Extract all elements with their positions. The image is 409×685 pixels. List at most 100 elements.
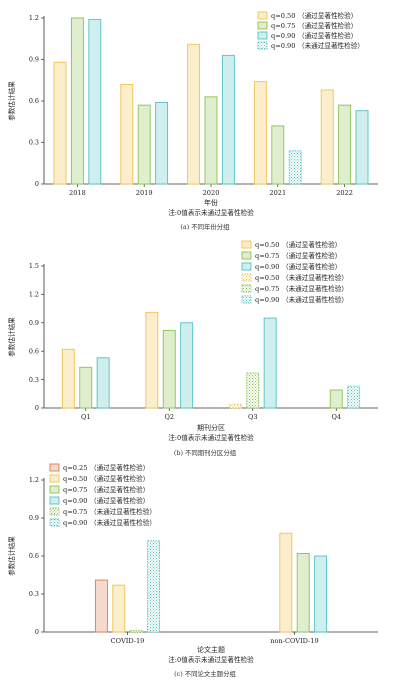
chart-a-bar (355, 110, 369, 185)
chart-b-legend-item-status-label: （通过显著性检验） (282, 262, 341, 271)
chart-c-legend-item-swatch (49, 518, 60, 527)
chart-a-y-tick-label: 0 (35, 180, 39, 188)
chart-b-x-tick-label: Q2 (164, 413, 174, 421)
chart-a-bar (120, 83, 134, 185)
chart-a-legend-item-swatch (257, 11, 268, 20)
chart-a-bar (155, 101, 169, 185)
chart-b-y-tick-label: 0 (35, 404, 39, 412)
chart-b-legend-item-q-label: q=0.75 (255, 285, 279, 293)
chart-b-bar (162, 329, 176, 409)
chart-a-bar (88, 18, 102, 185)
chart-b-bar (79, 366, 93, 409)
chart-b-bar (61, 348, 75, 409)
chart-c-caption: (c) 不同论文主题分组 (174, 669, 236, 678)
chart-b-note: 注:0值表示未通过显著性检验 (168, 433, 254, 442)
chart-c-y-tick-label: 0.3 (29, 590, 39, 598)
chart-a-bar (271, 125, 285, 185)
chart-c-y-tick-label: 0.6 (29, 552, 39, 560)
chart-c-x-tick-label: COVID-19 (111, 637, 145, 645)
chart-c-y-tick-label: 0.9 (29, 514, 39, 522)
chart-c-legend-item-q-label: q=0.25 (63, 464, 87, 472)
chart-a-note: 注:0值表示未通过显著性检验 (168, 208, 254, 217)
chart-a-y-tick-label: 1.2 (29, 14, 39, 22)
chart-c-bar (129, 630, 143, 633)
chart-b-y-axis-label: 参数估计结果 (7, 317, 16, 357)
chart-b-y-tick-label: 0.6 (29, 347, 39, 355)
chart-b-bar (329, 389, 343, 409)
chart-c-bar (279, 532, 293, 633)
chart-c-x-axis-label: 论文主题 (197, 645, 225, 654)
chart-c-legend-item-q-label: q=0.75 (63, 508, 87, 516)
chart-c-legend-item-swatch (49, 474, 60, 483)
chart-c-legend-item-status-label: （通过显著性检验） (90, 474, 149, 483)
chart-c-x-tick-label: non-COVID-19 (270, 637, 318, 645)
chart-a-bar (338, 104, 352, 185)
chart-c-legend-item-status-label: （未通过显著性检验） (90, 507, 156, 516)
chart-c-legend-item-status-label: （未通过显著性检验） (90, 518, 156, 527)
chart-c-bar (94, 579, 108, 633)
chart-a-caption: (a) 不同年份分组 (180, 222, 230, 231)
chart-c-legend-item-swatch (49, 507, 60, 516)
chart-b-legend-item-swatch (241, 295, 252, 304)
chart-a-legend-item-swatch (257, 21, 268, 30)
chart-a-x-tick-label: 2018 (69, 189, 86, 197)
chart-b-bar (228, 403, 242, 409)
chart-b-legend-item-swatch (241, 262, 252, 271)
chart-c-y-axis-label: 参数估计结果 (7, 536, 16, 576)
chart-c-bar (112, 584, 126, 633)
chart-b-caption: (b) 不同期刊分区分组 (174, 448, 237, 457)
chart-a-bar (253, 81, 267, 185)
chart-c-by-paper-topic: 0 0.3 0.6 0.9 1.2 参数估计结果 COVID-19 non-COVID-19 q… (7, 463, 378, 678)
chart-a-x-tick-label: 2021 (269, 189, 286, 197)
chart-b-legend-item-q-label: q=0.90 (255, 296, 279, 304)
chart-b-legend-item-q-label: q=0.50 (255, 241, 279, 249)
chart-c-legend-item-swatch (49, 496, 60, 505)
chart-b-y-tick-label: 0.3 (29, 376, 39, 384)
chart-a-y-tick-label: 0.6 (29, 97, 39, 105)
chart-a-bar (70, 17, 84, 185)
chart-a-legend-item-swatch (257, 31, 268, 40)
chart-c-legend-item-swatch (49, 463, 60, 472)
chart-b-legend-item-q-label: q=0.90 (255, 263, 279, 271)
chart-a-bar (221, 54, 235, 185)
chart-a-bar (204, 96, 218, 185)
chart-b-legend-item-status-label: （未通过显著性检验） (282, 273, 348, 282)
chart-a-y-tick-label: 0.3 (29, 139, 39, 147)
chart-b-y-tick-label: 0.9 (29, 319, 39, 327)
chart-a-bar (320, 89, 334, 185)
chart-c-note: 注:0值表示未通过显著性检验 (168, 655, 254, 664)
chart-a-legend-item-status-label: （未通过显著性检验） (298, 41, 364, 50)
chart-a-bar (187, 43, 201, 185)
chart-c-y-tick-label: 0 (35, 628, 39, 636)
chart-b-legend-item-status-label: （通过显著性检验） (282, 240, 341, 249)
chart-a-x-tick-label: 2022 (336, 189, 353, 197)
chart-a-y-tick-label: 0.9 (29, 56, 39, 64)
chart-b-bar (145, 311, 159, 409)
chart-b-y-tick-label: 1.2 (29, 291, 39, 299)
chart-c-bar (296, 553, 310, 633)
chart-a-legend-item-status-label: （通过显著性检验） (298, 21, 357, 30)
chart-c-legend-item-q-label: q=0.90 (63, 497, 87, 505)
chart-b-legend-item-q-label: q=0.50 (255, 274, 279, 282)
chart-b-bar (246, 372, 260, 409)
chart-c-y-tick-label: 1.2 (29, 476, 39, 484)
chart-a-legend-item-status-label: （通过显著性检验） (298, 11, 357, 20)
chart-b-bar (96, 357, 110, 409)
chart-a-bar (53, 61, 67, 185)
chart-b-legend-item-status-label: （通过显著性检验） (282, 251, 341, 260)
chart-b-bar (347, 385, 361, 409)
chart-a-legend-item-status-label: （通过显著性检验） (298, 31, 357, 40)
chart-c-legend-item-status-label: （通过显著性检验） (90, 485, 149, 494)
chart-b-legend-item-q-label: q=0.75 (255, 252, 279, 260)
chart-b-y-tick-label: 1.5 (29, 262, 39, 270)
chart-b-bar (263, 317, 277, 409)
chart-c-legend-item-q-label: q=0.50 (63, 475, 87, 483)
chart-a-x-axis-label: 年份 (204, 198, 218, 207)
chart-b-legend-item-status-label: （未通过显著性检验） (282, 295, 348, 304)
chart-a-legend-item-q-label: q=0.75 (271, 22, 295, 30)
chart-c-legend-item-swatch (49, 485, 60, 494)
chart-a-legend-item-q-label: q=0.90 (271, 32, 295, 40)
